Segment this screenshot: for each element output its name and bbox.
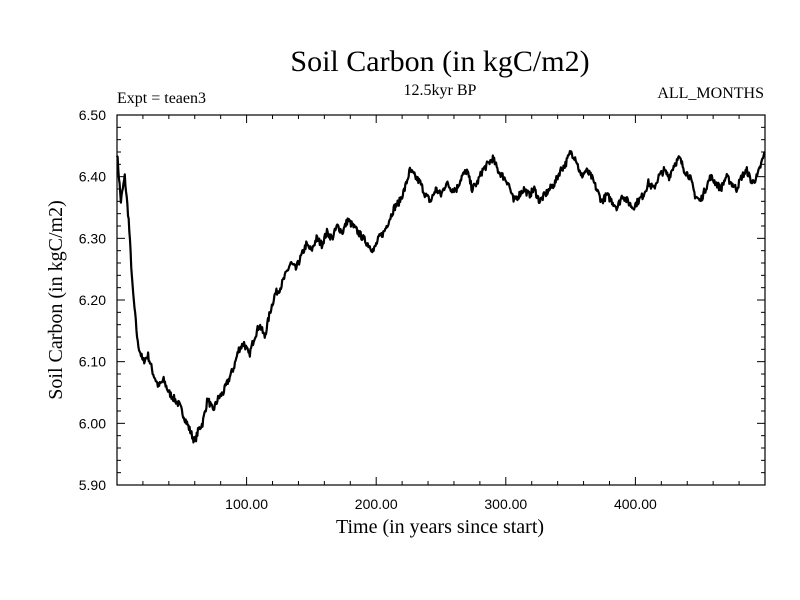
y-tick-label: 6.00	[79, 415, 106, 431]
experiment-label: Expt = teaen3	[117, 90, 206, 107]
y-axis-label: Soil Carbon (in kgC/m2)	[45, 200, 67, 399]
x-tick-label: 300.00	[484, 496, 527, 512]
plot-frame	[116, 114, 766, 486]
y-tick-label: 6.20	[79, 292, 106, 308]
x-tick-label: 200.00	[355, 496, 398, 512]
y-tick-label: 5.90	[79, 477, 106, 493]
series-line-soil-carbon	[116, 149, 766, 444]
chart-title: Soil Carbon (in kgC/m2)	[290, 45, 589, 78]
x-tick-label: 100.00	[225, 496, 268, 512]
y-tick-label: 6.40	[79, 169, 106, 185]
y-tick-label: 6.30	[79, 230, 106, 246]
axis-ticks	[117, 115, 765, 485]
months-label: ALL_MONTHS	[657, 85, 764, 102]
axis-tick-labels: 100.00 200.00 300.00 400.00 5.90 6.00 6.10 6.20…	[79, 107, 657, 512]
chart-subtitle: 12.5kyr BP	[404, 82, 477, 99]
x-axis-label: Time (in years since start)	[336, 516, 544, 538]
y-tick-label: 6.10	[79, 354, 106, 370]
series-group	[116, 149, 766, 444]
y-tick-label: 6.50	[79, 107, 106, 123]
x-tick-label: 400.00	[614, 496, 657, 512]
